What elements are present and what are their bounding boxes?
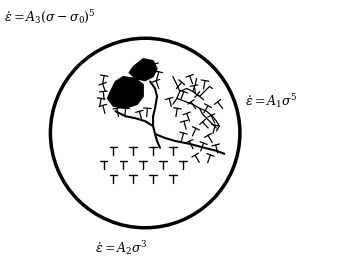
Text: $\dot{\varepsilon} = A_3(\sigma - \sigma_0)^5$: $\dot{\varepsilon} = A_3(\sigma - \sigma… <box>4 9 96 26</box>
Polygon shape <box>129 59 157 81</box>
Polygon shape <box>108 77 143 108</box>
Text: $\dot{\varepsilon} = A_2\sigma^3$: $\dot{\varepsilon} = A_2\sigma^3$ <box>95 239 148 257</box>
Text: $\dot{\varepsilon} = A_1\sigma^5$: $\dot{\varepsilon} = A_1\sigma^5$ <box>245 92 298 110</box>
